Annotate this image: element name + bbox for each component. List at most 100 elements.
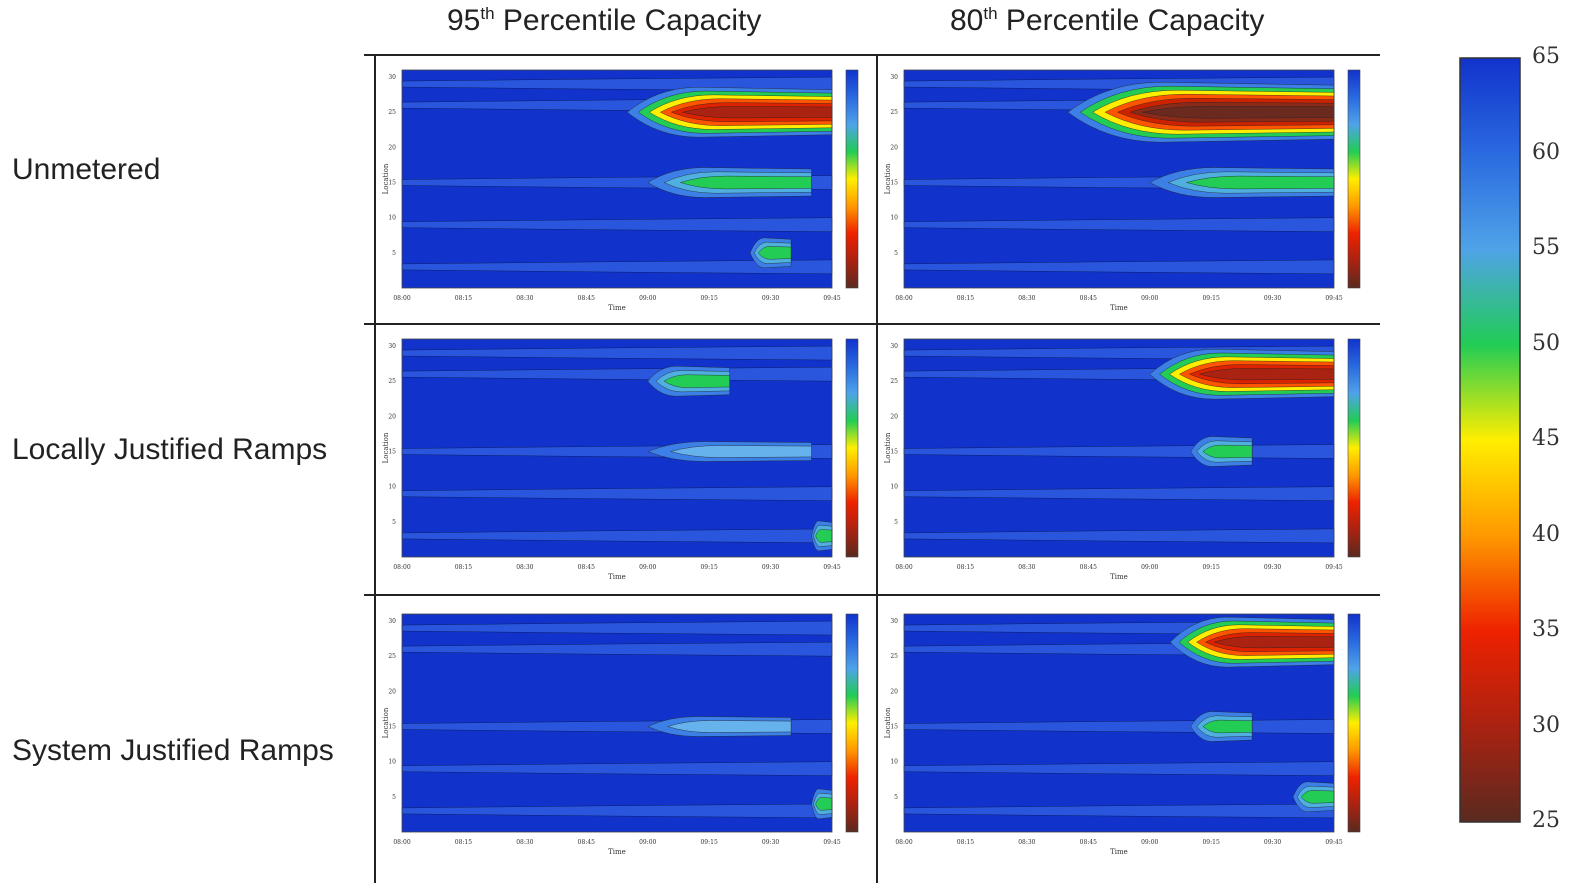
y-tick-label: 25	[388, 109, 396, 116]
x-tick-label: 08:00	[393, 839, 410, 846]
panel-colorbar	[1347, 338, 1361, 558]
y-tick-label: 20	[890, 688, 898, 695]
x-tick-label: 09:00	[639, 839, 656, 846]
congestion-contour	[679, 175, 812, 190]
x-tick-label: 09:30	[1264, 839, 1281, 846]
y-tick-label: 15	[890, 724, 898, 731]
panel-colorbar	[1347, 69, 1361, 289]
x-tick-label: 09:15	[700, 839, 717, 846]
panel-plot: 08:00 08:15 08:30 08:45 09:00 09:15 09:30 09:45…	[382, 338, 859, 581]
y-tick-label: 30	[890, 74, 898, 81]
x-tick-label: 08:00	[393, 295, 410, 302]
x-tick-label: 09:30	[762, 564, 779, 571]
y-tick-label: 30	[388, 343, 396, 350]
congestion-contour	[1202, 719, 1253, 734]
x-tick-label: 09:45	[823, 564, 840, 571]
panel-unmetered-80th: 08:00 08:15 08:30 08:45 09:00 09:15 09:30 09:45…	[882, 62, 1372, 318]
y-axis-label: Location	[884, 163, 892, 194]
column-title-80th: 80th Percentile Capacity	[950, 4, 1265, 37]
congestion-contour	[1300, 790, 1335, 804]
plot-frame	[401, 69, 833, 289]
congestion-contour	[667, 720, 792, 733]
x-tick-label: 08:15	[957, 564, 974, 571]
colorbar	[1455, 50, 1525, 835]
row-label-locally-justified: Locally Justified Ramps	[12, 433, 328, 466]
congestion-contour	[758, 246, 792, 260]
x-tick-label: 09:15	[700, 564, 717, 571]
y-tick-label: 10	[388, 215, 396, 222]
x-tick-label: 09:00	[1141, 295, 1158, 302]
x-tick-label: 08:45	[1080, 295, 1097, 302]
x-tick-label: 09:30	[1264, 295, 1281, 302]
congestion-contour	[815, 529, 833, 543]
x-tick-label: 08:30	[516, 295, 533, 302]
y-tick-label: 5	[392, 250, 396, 257]
x-tick-label: 08:45	[1080, 564, 1097, 571]
plot-frame	[903, 613, 1335, 833]
x-axis-label: Time	[608, 848, 626, 856]
y-tick-label: 10	[388, 759, 396, 766]
x-tick-label: 08:45	[578, 295, 595, 302]
y-tick-label: 30	[388, 618, 396, 625]
row-label-unmetered: Unmetered	[12, 153, 161, 186]
colorbar-tick-label: 25	[1532, 808, 1560, 833]
y-tick-label: 10	[890, 759, 898, 766]
plot-frame	[401, 338, 833, 558]
x-tick-label: 08:15	[455, 564, 472, 571]
x-tick-label: 08:30	[516, 839, 533, 846]
congestion-contour	[663, 374, 730, 388]
y-tick-label: 20	[388, 688, 396, 695]
grid-row-divider-2	[364, 594, 1380, 596]
colorbar-gradient-bar	[1459, 57, 1521, 823]
colorbar-tick-label: 30	[1532, 712, 1560, 738]
y-tick-label: 25	[388, 653, 396, 660]
x-tick-label: 08:15	[957, 295, 974, 302]
y-tick-label: 30	[890, 343, 898, 350]
y-tick-label: 5	[894, 794, 898, 801]
colorbar-tick-label: 60	[1532, 139, 1560, 165]
x-tick-label: 09:00	[1141, 564, 1158, 571]
y-tick-label: 30	[890, 618, 898, 625]
x-tick-label: 09:15	[1202, 839, 1219, 846]
plot-frame	[903, 69, 1335, 289]
y-tick-label: 5	[894, 519, 898, 526]
y-tick-label: 25	[890, 109, 898, 116]
y-tick-label: 15	[890, 449, 898, 456]
plot-frame	[903, 338, 1335, 558]
y-tick-label: 10	[388, 484, 396, 491]
y-tick-label: 25	[890, 378, 898, 385]
y-axis-label: Location	[884, 432, 892, 463]
y-tick-label: 25	[388, 378, 396, 385]
x-tick-label: 09:00	[639, 564, 656, 571]
x-tick-label: 09:45	[823, 839, 840, 846]
panel-plot: 08:00 08:15 08:30 08:45 09:00 09:15 09:30 09:45…	[884, 613, 1361, 856]
x-axis-label: Time	[1110, 848, 1128, 856]
x-axis-label: Time	[608, 304, 626, 312]
x-tick-label: 09:45	[823, 295, 840, 302]
panel-plot: 08:00 08:15 08:30 08:45 09:00 09:15 09:30 09:45…	[884, 69, 1361, 312]
x-tick-label: 08:15	[455, 295, 472, 302]
row-label-system-justified: System Justified Ramps	[12, 734, 334, 767]
y-tick-label: 10	[890, 484, 898, 491]
plot-frame	[401, 613, 833, 833]
x-axis-label: Time	[608, 573, 626, 581]
x-tick-label: 08:30	[1018, 295, 1035, 302]
y-tick-label: 5	[392, 794, 396, 801]
y-tick-label: 30	[388, 74, 396, 81]
congestion-contour	[1202, 444, 1253, 459]
panel-plot: 08:00 08:15 08:30 08:45 09:00 09:15 09:30 09:45…	[382, 69, 859, 312]
congestion-contour	[669, 445, 812, 458]
y-tick-label: 15	[890, 180, 898, 187]
x-tick-label: 08:15	[455, 839, 472, 846]
congestion-contour	[1213, 636, 1335, 649]
x-tick-label: 09:30	[762, 839, 779, 846]
panel-colorbar	[845, 69, 859, 289]
y-tick-label: 20	[388, 413, 396, 420]
x-tick-label: 08:30	[1018, 839, 1035, 846]
congestion-contour	[682, 106, 833, 119]
y-tick-label: 10	[890, 215, 898, 222]
panel-colorbar	[845, 338, 859, 558]
x-tick-label: 08:00	[895, 839, 912, 846]
panel-local-80th: 08:00 08:15 08:30 08:45 09:00 09:15 09:30 09:45…	[882, 331, 1372, 587]
panel-local-95th: 08:00 08:15 08:30 08:45 09:00 09:15 09:30 09:45…	[380, 331, 870, 587]
